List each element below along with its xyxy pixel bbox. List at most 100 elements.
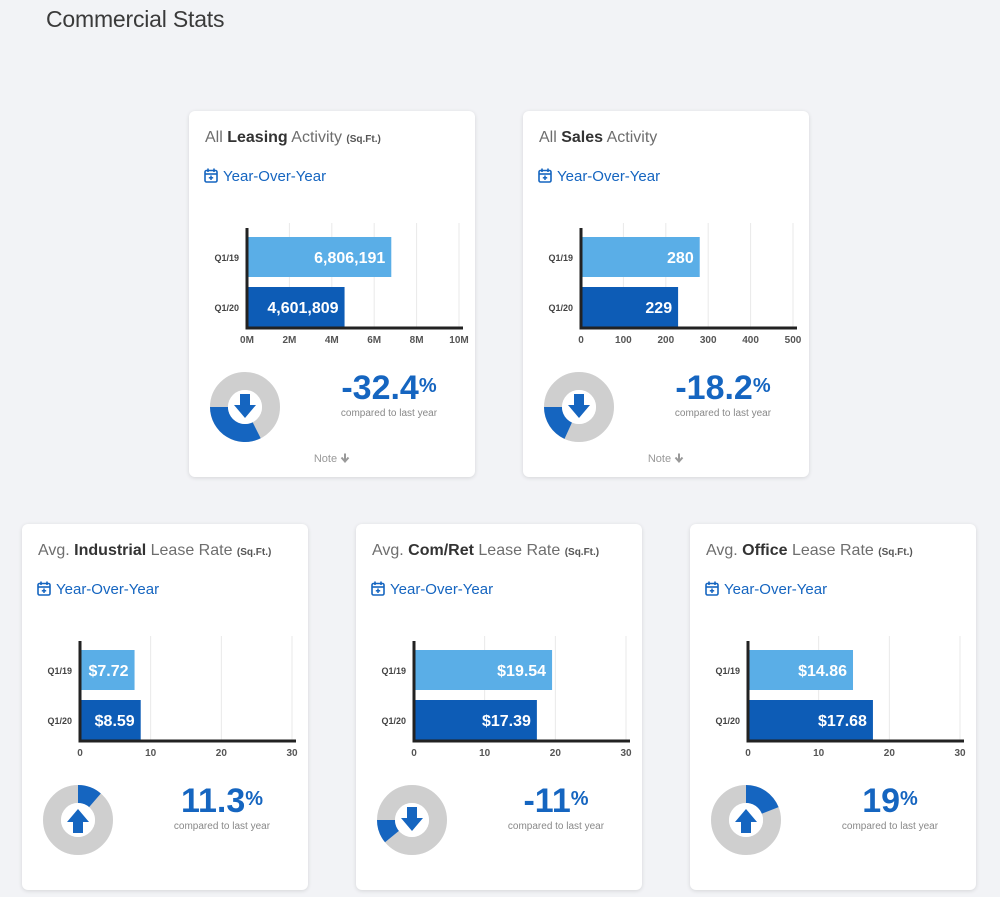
bar <box>247 237 392 277</box>
note-link[interactable]: Note <box>189 453 475 465</box>
card-office: Avg. Office Lease Rate (Sq.Ft.) Year-Over… <box>690 524 976 890</box>
arrow-down-icon <box>401 807 423 831</box>
bar-value-label: 280 <box>667 250 694 267</box>
x-tick-label: 8M <box>410 335 424 346</box>
x-tick-label: 10M <box>449 335 468 346</box>
x-tick-label: 0 <box>77 748 83 759</box>
card-title-prefix: All <box>205 129 228 146</box>
note-label: Note <box>313 453 338 465</box>
card-title: Avg. Com/Ret Lease Rate (Sq.Ft.) <box>372 542 599 560</box>
calendar-icon <box>37 581 51 596</box>
x-tick-label: 500 <box>785 335 802 346</box>
bar-value-label: $8.59 <box>95 713 135 730</box>
x-tick-label: 20 <box>884 748 896 759</box>
percent-value: -18.2 <box>675 369 753 407</box>
year-over-year-link[interactable]: Year-Over-Year <box>538 168 660 185</box>
bar-value-label: 4,601,809 <box>267 300 338 317</box>
bar-value-label: $17.39 <box>482 713 531 730</box>
year-over-year-link[interactable]: Year-Over-Year <box>204 168 326 185</box>
card-title-bold: Industrial <box>74 542 147 559</box>
percent-symbol: % <box>752 375 771 397</box>
category-label: Q1/20 <box>47 716 72 726</box>
year-over-year-link[interactable]: Year-Over-Year <box>37 581 159 598</box>
year-over-year-label: Year-Over-Year <box>390 581 494 598</box>
x-tick-label: 6M <box>367 335 381 346</box>
calendar-icon <box>371 581 385 596</box>
year-over-year-label: Year-Over-Year <box>724 581 828 598</box>
x-tick-label: 30 <box>620 748 632 759</box>
bar-value-label: $14.86 <box>798 663 847 680</box>
percent-value: 19 <box>862 782 901 820</box>
change-donut <box>210 372 280 442</box>
card-title-unit: (Sq.Ft.) <box>564 547 600 558</box>
x-tick-label: 20 <box>550 748 562 759</box>
bar <box>80 700 141 740</box>
year-over-year-label: Year-Over-Year <box>223 168 327 185</box>
change-donut <box>711 785 781 855</box>
card-title-bold: Leasing <box>227 129 288 146</box>
note-label: Note <box>647 453 672 465</box>
bar-value-label: 229 <box>645 300 672 317</box>
x-tick-label: 30 <box>286 748 298 759</box>
bar <box>748 700 873 740</box>
card-title-prefix: Avg. <box>372 542 409 559</box>
compare-label: compared to last year <box>841 821 939 832</box>
arrow-up-icon <box>735 809 757 833</box>
x-tick-label: 0M <box>240 335 254 346</box>
category-label: Q1/20 <box>214 303 239 313</box>
donut-segment <box>210 407 261 442</box>
change-donut <box>544 372 614 442</box>
percent-change: 19% <box>810 782 970 820</box>
note-link[interactable]: Note <box>523 453 809 465</box>
card-industrial: Avg. Industrial Lease Rate (Sq.Ft.) Year-… <box>22 524 308 890</box>
x-tick-label: 4M <box>325 335 339 346</box>
year-over-year-link[interactable]: Year-Over-Year <box>371 581 493 598</box>
percent-value: 11.3 <box>180 782 246 820</box>
category-label: Q1/19 <box>548 253 573 263</box>
compare-label: compared to last year <box>674 408 772 419</box>
card-sales: All Sales Activity Year-Over-Year -18.2% co… <box>523 111 809 477</box>
card-title-suffix: Lease Rate <box>787 542 879 559</box>
x-tick-label: 0 <box>745 748 751 759</box>
category-label: Q1/19 <box>715 666 740 676</box>
bar <box>414 650 553 690</box>
card-title: Avg. Office Lease Rate (Sq.Ft.) <box>706 542 913 560</box>
bar-value-label: 6,806,191 <box>314 250 385 267</box>
change-donut <box>377 785 447 855</box>
year-over-year-link[interactable]: Year-Over-Year <box>705 581 827 598</box>
year-over-year-label: Year-Over-Year <box>557 168 661 185</box>
bar <box>414 700 537 740</box>
bar <box>247 287 345 327</box>
arrow-down-icon <box>568 394 590 418</box>
percent-symbol: % <box>900 788 918 810</box>
card-title-unit: (Sq.Ft.) <box>878 547 913 558</box>
x-tick-label: 10 <box>813 748 825 759</box>
bar <box>581 237 700 277</box>
card-title: Avg. Industrial Lease Rate (Sq.Ft.) <box>38 542 271 560</box>
x-tick-label: 10 <box>145 748 157 759</box>
percent-symbol: % <box>245 788 264 810</box>
card-title-prefix: Avg. <box>706 542 743 559</box>
bar-chart: 0 10 20 30 Q1/19 $14.86 Q1/20 $17.68 <box>715 636 966 759</box>
category-label: Q1/19 <box>381 666 406 676</box>
percent-value: -32.4 <box>341 369 419 407</box>
card-title-prefix: All <box>539 129 562 146</box>
category-label: Q1/20 <box>548 303 573 313</box>
bar <box>80 650 135 690</box>
bar <box>581 287 679 327</box>
percent-symbol: % <box>418 375 437 397</box>
donut-segment <box>746 785 779 814</box>
x-tick-label: 30 <box>954 748 966 759</box>
bar-value-label: $19.54 <box>497 663 546 680</box>
bar-chart: 0 100 200 300 400 500 Q1/19 280 Q1/20 229 <box>548 223 802 346</box>
compare-label: compared to last year <box>507 821 605 832</box>
x-tick-label: 20 <box>216 748 228 759</box>
card-title-bold: Office <box>742 542 788 559</box>
bar-chart: 0M 2M 4M 6M 8M 10M Q1/19 6,806,191 Q1/20 4,601,80… <box>214 223 469 346</box>
arrow-down-icon <box>234 394 256 418</box>
donut-segment <box>78 785 101 808</box>
category-label: Q1/20 <box>715 716 740 726</box>
arrow-down-icon <box>674 453 684 464</box>
compare-label: compared to last year <box>340 408 438 419</box>
percent-symbol: % <box>570 788 589 810</box>
